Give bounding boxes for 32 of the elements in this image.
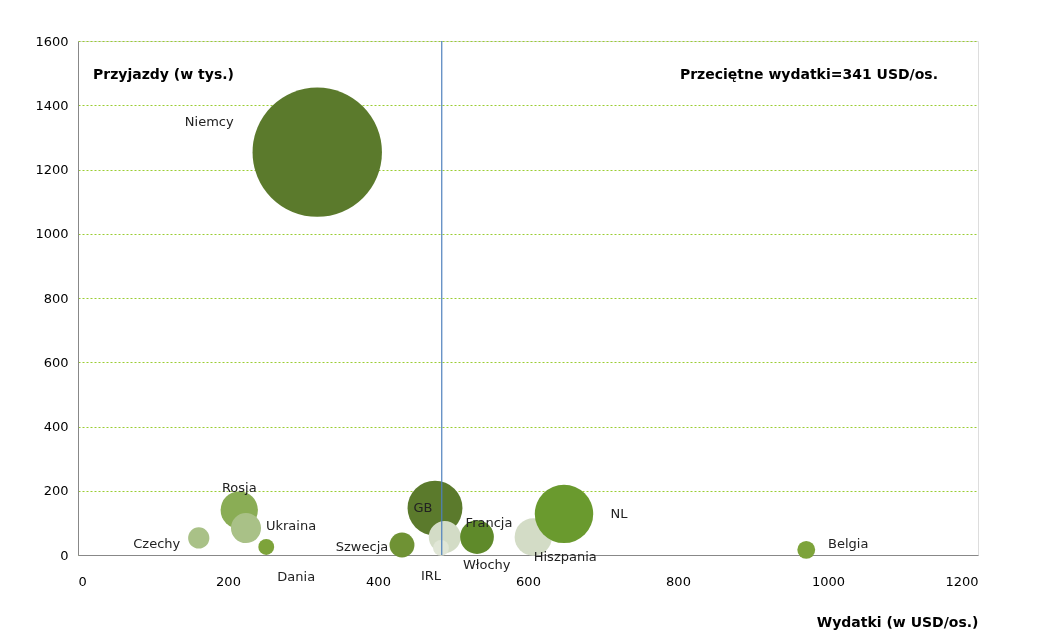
x-tick-label: 0 xyxy=(78,573,87,589)
y-tick-label: 1400 xyxy=(35,97,69,113)
y-tick-label: 1000 xyxy=(35,226,69,242)
series-label: Rosja xyxy=(221,480,257,496)
series-label: IRL xyxy=(420,567,442,583)
series-label: Ukraina xyxy=(265,518,317,534)
annotation: Przeciętne wydatki=341 USD/os. xyxy=(679,66,938,82)
series-label: NL xyxy=(610,505,629,521)
x-axis-title: Wydatki (w USD/os.) xyxy=(816,613,979,630)
series-label: Włochy xyxy=(462,557,511,573)
y-tick-label: 1200 xyxy=(35,162,69,177)
series-label: Niemcy xyxy=(184,114,234,130)
y-axis-title: Przyjazdy (w tys.) xyxy=(93,66,234,82)
y-tick-label: 1600 xyxy=(35,33,69,49)
series-label: Czechy xyxy=(133,535,181,551)
x-tick-label: 1200 xyxy=(945,573,979,589)
x-tick-label: 800 xyxy=(666,573,691,589)
x-tick-label: 600 xyxy=(516,573,541,589)
y-tick-label: 800 xyxy=(43,290,69,306)
y-tick-label: 400 xyxy=(43,419,69,434)
x-tick-label: 200 xyxy=(216,573,241,589)
y-tick-label: 0 xyxy=(60,547,69,563)
x-tick-label: 1000 xyxy=(811,573,846,589)
series-label: Dania xyxy=(277,568,316,584)
series-label: Szwecja xyxy=(335,539,389,555)
y-tick-label: 600 xyxy=(43,354,69,370)
series-label: Hiszpania xyxy=(533,549,597,565)
y-tick-label: 200 xyxy=(43,483,69,499)
series-label: Belgia xyxy=(828,535,869,551)
x-tick-label: 400 xyxy=(366,573,391,589)
series-label: GB xyxy=(413,500,433,516)
series-label: Francja xyxy=(465,515,513,531)
